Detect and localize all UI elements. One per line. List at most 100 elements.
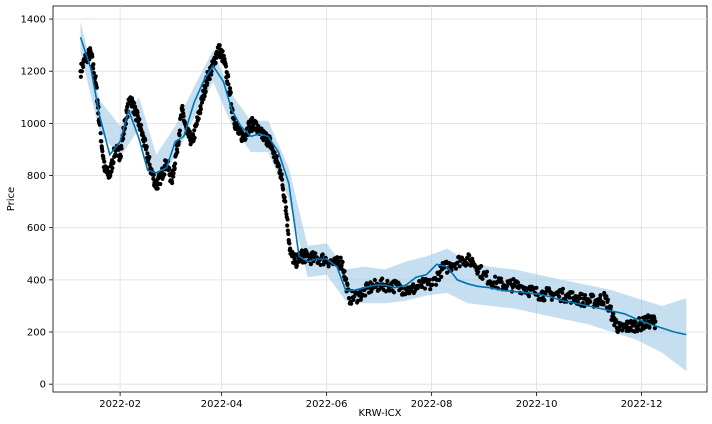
observed-point — [320, 252, 325, 257]
observed-point — [468, 263, 473, 268]
x-tick-label: 2022-06 — [306, 399, 348, 410]
observed-point — [633, 320, 638, 325]
observed-point — [220, 49, 225, 54]
observed-point — [102, 159, 107, 164]
observed-point — [111, 160, 116, 165]
x-tick-label: 2022-08 — [411, 399, 453, 410]
observed-point — [427, 277, 432, 282]
observed-point — [434, 282, 439, 287]
observed-point — [577, 296, 583, 301]
x-tick-label: 2022-12 — [621, 399, 663, 410]
observed-point — [372, 277, 377, 283]
observed-point — [588, 299, 593, 304]
x-tick-label: 2022-04 — [201, 399, 243, 410]
observed-point — [362, 287, 367, 292]
observed-point — [132, 100, 137, 106]
observed-point — [93, 74, 98, 79]
observed-point — [283, 208, 288, 213]
observed-point — [411, 282, 416, 287]
observed-point — [455, 260, 460, 265]
observed-point — [484, 273, 489, 278]
observed-point — [139, 122, 144, 128]
y-axis-label: Price — [6, 187, 17, 211]
x-axis-ticks: 2022-02 2022-04 2022-06 2022-08 2022-10 2022-… — [99, 392, 662, 410]
observed-point — [177, 133, 182, 138]
observed-point — [340, 259, 345, 265]
observed-point — [279, 172, 284, 177]
observed-point — [439, 274, 444, 279]
observed-point — [583, 293, 588, 298]
observed-point — [380, 276, 385, 281]
observed-point — [285, 217, 290, 222]
y-tick-label: 200 — [27, 328, 46, 339]
observed-point — [479, 264, 484, 269]
observed-point — [598, 293, 603, 298]
y-tick-label: 1400 — [21, 15, 46, 26]
observed-point — [118, 154, 123, 159]
observed-point — [652, 326, 658, 331]
observed-point — [498, 276, 504, 281]
y-tick-label: 1200 — [21, 67, 46, 78]
observed-point — [385, 278, 390, 283]
observed-point — [417, 279, 422, 284]
forecast-line — [79, 37, 687, 336]
observed-point — [285, 223, 290, 228]
observed-point — [326, 264, 331, 269]
observed-point — [194, 122, 199, 127]
observed-point — [221, 53, 226, 58]
observed-point — [109, 169, 114, 174]
observed-point — [228, 90, 233, 95]
observed-point — [180, 103, 185, 109]
observed-point — [187, 129, 192, 134]
observed-point — [515, 280, 521, 285]
observed-point — [604, 294, 609, 299]
y-axis-ticks: 0 200 400 600 800 1000 1200 1400 — [21, 15, 53, 391]
y-tick-label: 600 — [27, 223, 46, 234]
observed-point — [173, 161, 178, 166]
observed-point — [601, 302, 606, 307]
observed-point — [147, 162, 152, 167]
observed-point — [445, 270, 450, 275]
observed-point — [526, 294, 532, 299]
observed-point — [549, 297, 555, 302]
observed-point — [363, 293, 368, 298]
observed-point — [286, 231, 291, 237]
observed-point — [81, 64, 86, 69]
observed-point — [250, 115, 255, 121]
observed-point — [430, 282, 435, 287]
observed-point — [540, 289, 545, 294]
observed-point — [279, 177, 285, 182]
y-tick-label: 400 — [27, 275, 46, 286]
observed-point — [79, 69, 85, 74]
observed-point — [177, 128, 182, 133]
x-axis-label: KRW-ICX — [359, 408, 402, 419]
observed-point — [181, 114, 186, 119]
x-tick-label: 2022-02 — [99, 399, 141, 410]
observed-point — [285, 228, 290, 233]
observed-point — [198, 111, 203, 116]
observed-point — [560, 286, 566, 291]
observed-point — [338, 255, 343, 260]
observed-point — [209, 72, 214, 77]
observed-point — [243, 136, 248, 141]
observed-point — [98, 131, 103, 136]
observed-point — [227, 86, 233, 91]
observed-point — [277, 164, 282, 169]
observed-point — [91, 66, 96, 71]
observed-point — [202, 94, 207, 99]
observed-point — [557, 294, 562, 299]
observed-point — [213, 60, 218, 65]
observed-point — [265, 143, 270, 148]
observed-point — [534, 285, 539, 290]
observed-point — [647, 325, 652, 330]
observed-point — [511, 277, 516, 282]
observed-point — [91, 62, 96, 67]
plot-area — [52, 5, 708, 393]
observed-point — [605, 297, 611, 302]
observed-point — [493, 274, 498, 279]
observed-point — [335, 255, 340, 260]
observed-point — [476, 269, 481, 274]
observed-point — [336, 259, 341, 264]
observed-point — [94, 85, 99, 90]
